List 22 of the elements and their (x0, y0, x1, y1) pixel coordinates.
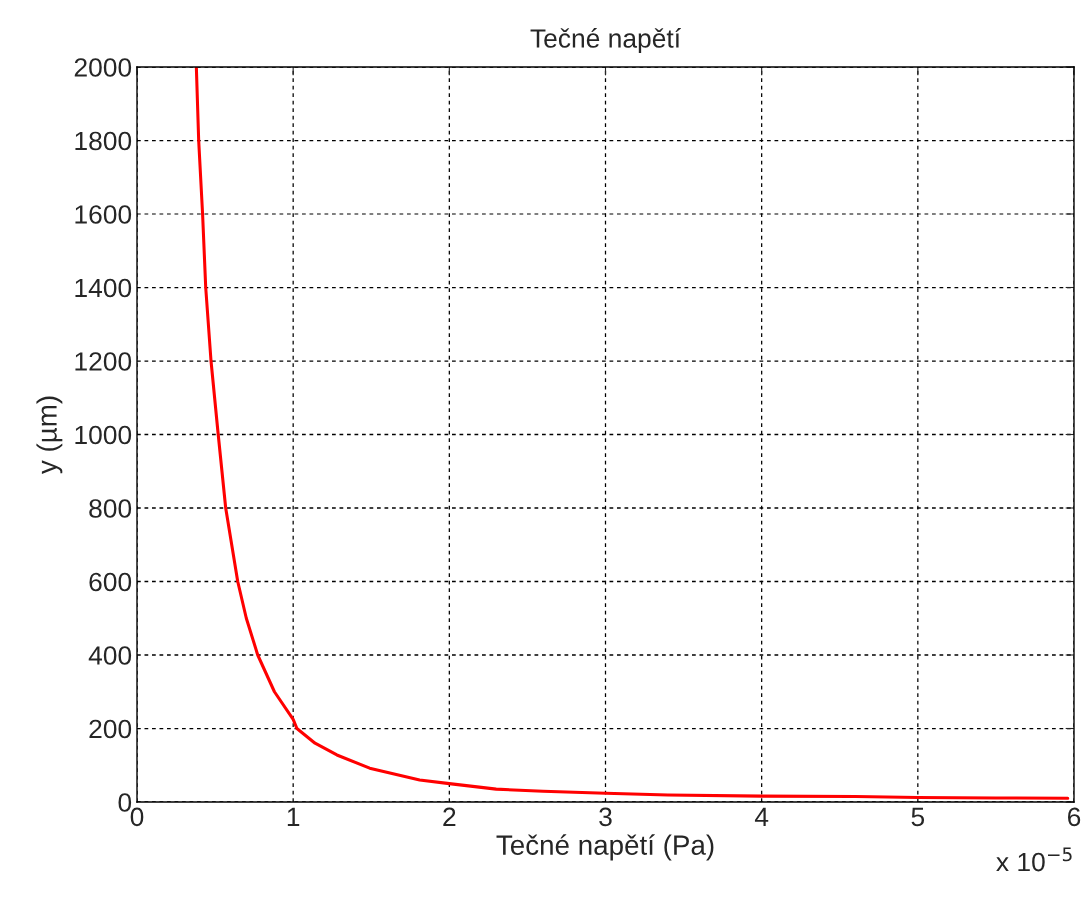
x-tick-label: 4 (754, 807, 769, 826)
y-tick-label: 1600 (75, 205, 132, 224)
x-tick-label: 1 (287, 807, 300, 826)
x-tick-label: 2 (443, 807, 456, 826)
y-tick-label: 800 (89, 499, 132, 518)
chart-title: Tečné napětí (530, 28, 681, 54)
y-tick-label: 1000 (75, 425, 132, 445)
y-tick-label: 2000 (74, 58, 132, 77)
x-tick-label: 3 (599, 807, 612, 827)
y-tick-label: 600 (89, 572, 132, 592)
x-tick-label: 5 (911, 807, 925, 827)
line-series (194, 67, 1070, 800)
y-tick-label: 1200 (75, 352, 132, 371)
y-tick-label: 1400 (75, 278, 132, 298)
x-tick-label: 6 (1068, 807, 1081, 827)
y-tick-label: 1800 (75, 131, 132, 151)
y-tick-label: 400 (88, 646, 132, 665)
y-axis-title: y (µm) (36, 396, 63, 475)
text: x 10$^{−5}$ (996, 847, 1072, 872)
y-tick-label: 200 (89, 719, 132, 739)
y-tick-label: 0 (118, 793, 132, 812)
x-axis-title: Tečné napětí (Pa) (496, 834, 714, 861)
